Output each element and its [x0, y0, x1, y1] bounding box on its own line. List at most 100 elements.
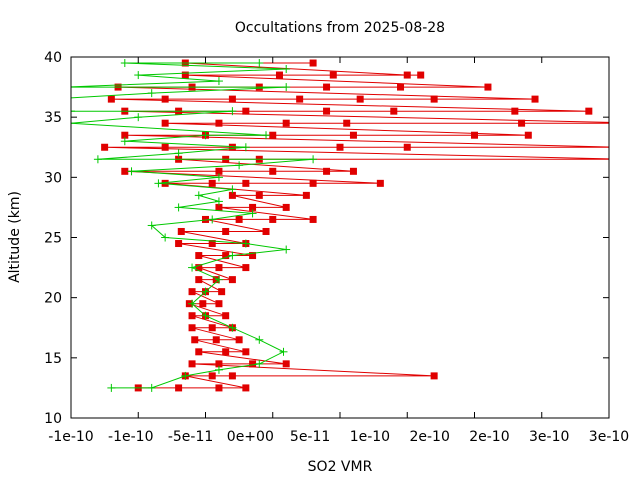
data-point [403, 143, 411, 151]
data-point [228, 143, 236, 151]
data-point [181, 371, 190, 380]
data-point [309, 179, 317, 187]
data-point [147, 89, 156, 98]
data-point [121, 167, 129, 175]
x-tick-label: 0e+00 [227, 429, 274, 445]
data-point [323, 107, 331, 115]
data-point [188, 299, 197, 308]
data-point [279, 347, 288, 356]
chart-title: Occultations from 2025-08-28 [235, 20, 445, 36]
y-axis: 10 15 20 25 30 35 40 [44, 50, 609, 427]
data-point [188, 312, 196, 320]
data-point [201, 287, 210, 296]
y-tick-label: 40 [44, 50, 62, 66]
y-tick-label: 35 [44, 110, 62, 126]
data-point [222, 348, 230, 356]
data-point [242, 179, 250, 187]
data-point [161, 233, 170, 242]
data-point [181, 71, 189, 79]
y-tick-label: 25 [44, 231, 62, 247]
data-point [531, 95, 539, 103]
x-tick-label: 2e-10 [409, 429, 449, 445]
data-point [195, 276, 203, 284]
data-point [161, 95, 169, 103]
data-point [518, 119, 526, 127]
data-point [235, 161, 244, 170]
data-point [242, 264, 250, 272]
data-point [222, 227, 230, 235]
data-point [249, 203, 257, 211]
x-tick-label: 3e-10 [529, 429, 569, 445]
data-point [626, 156, 633, 163]
x-tick-label: -5e-11 [168, 429, 213, 445]
data-point [471, 131, 478, 139]
data-point [222, 312, 230, 320]
data-point [262, 131, 271, 140]
data-point [120, 137, 129, 146]
data-point [161, 179, 169, 187]
data-point [309, 155, 318, 164]
data-point [134, 113, 143, 122]
data-point [524, 131, 532, 139]
data-point [255, 59, 264, 68]
data-point [343, 119, 351, 127]
data-point [215, 360, 223, 368]
data-point [93, 155, 102, 164]
data-point [275, 71, 283, 79]
data-point [202, 215, 209, 223]
data-point [71, 107, 75, 116]
x-tick-label: 1e-10 [350, 429, 390, 445]
data-point [329, 71, 337, 79]
data-point [214, 365, 223, 374]
data-point [619, 144, 626, 151]
data-point [242, 107, 250, 115]
data-point [302, 191, 310, 199]
data-point [208, 215, 217, 224]
data-point [175, 384, 183, 392]
data-point [349, 131, 357, 139]
data-point [228, 276, 236, 284]
data-point [214, 77, 223, 86]
series-profile-A [101, 59, 633, 392]
data-point [282, 83, 291, 92]
data-point [282, 245, 291, 254]
data-point [201, 131, 210, 140]
data-point [430, 372, 438, 380]
data-point [174, 203, 183, 212]
data-point [214, 173, 223, 182]
data-point [403, 71, 411, 79]
data-point [323, 167, 331, 175]
data-point [228, 185, 237, 194]
data-point [121, 131, 129, 139]
data-point [215, 300, 223, 308]
data-point [248, 209, 257, 218]
data-point [323, 83, 331, 91]
series-line [71, 62, 314, 389]
data-point [101, 143, 109, 151]
data-point [199, 300, 207, 308]
data-point [215, 203, 223, 211]
x-tick-label: -1e-10 [108, 429, 153, 445]
data-point [188, 263, 197, 272]
data-point [269, 167, 277, 175]
data-point [127, 167, 136, 176]
data-point [228, 372, 236, 380]
data-point [188, 324, 196, 332]
data-point [349, 167, 357, 175]
data-point [71, 119, 75, 128]
data-point [147, 221, 156, 230]
data-point [242, 348, 250, 356]
data-point [60, 83, 68, 91]
data-point [262, 227, 270, 235]
data-point [255, 359, 264, 368]
data-point [309, 215, 317, 223]
data-point [282, 203, 290, 211]
x-tick-label: -1e-10 [48, 429, 93, 445]
data-point [242, 384, 250, 392]
data-point [336, 143, 344, 151]
data-point [47, 95, 55, 103]
data-point [430, 95, 438, 103]
data-point [175, 240, 183, 248]
data-point [154, 179, 163, 188]
data-point [147, 383, 156, 392]
